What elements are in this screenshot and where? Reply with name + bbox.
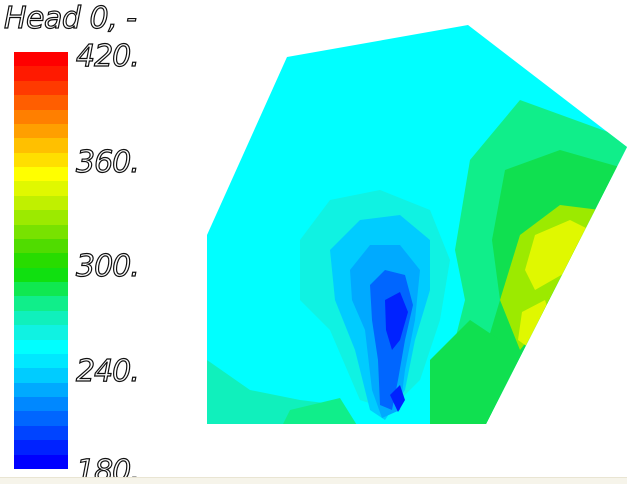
legend-swatch — [14, 368, 68, 383]
legend-swatch — [14, 152, 68, 167]
legend-swatch — [14, 440, 68, 455]
legend-swatch — [14, 109, 68, 124]
legend-swatch — [14, 411, 68, 426]
legend-swatch — [14, 95, 68, 110]
yellow-zone — [525, 220, 590, 290]
legend-swatch — [14, 52, 68, 67]
low-dark-zone — [385, 292, 408, 350]
legend-swatch — [14, 339, 68, 354]
legend-label-360: 360. — [75, 145, 140, 180]
low-dark-zone-south — [390, 385, 405, 412]
legend-swatch — [14, 123, 68, 139]
legend-swatch — [14, 267, 68, 282]
legend-title: Head 0, - — [3, 1, 137, 36]
legend-swatch — [14, 210, 68, 225]
legend-swatch — [14, 353, 68, 369]
legend-label-420: 420. — [75, 39, 140, 74]
legend-swatch — [14, 167, 68, 182]
legend-swatch — [14, 296, 68, 311]
legend-swatch — [14, 325, 68, 340]
legend-swatch — [14, 397, 68, 412]
legend-swatch — [14, 454, 68, 469]
legend-swatch — [14, 282, 68, 297]
footer-strip — [0, 477, 627, 484]
legend-swatch — [14, 195, 68, 211]
legend-color-bar — [14, 52, 68, 469]
legend-swatch — [14, 80, 68, 96]
legend-swatch — [14, 382, 68, 397]
legend-swatch — [14, 66, 68, 81]
legend-label-240: 240. — [75, 354, 140, 389]
legend-swatch — [14, 138, 68, 153]
green-zone-center-south — [430, 320, 500, 424]
legend-swatch — [14, 310, 68, 326]
legend-swatch — [14, 181, 68, 196]
head-contour-field — [207, 25, 627, 424]
legend-swatch — [14, 253, 68, 268]
legend-swatch — [14, 425, 68, 441]
green-zone-south — [280, 398, 360, 424]
legend-swatch — [14, 238, 68, 254]
legend-swatch — [14, 224, 68, 239]
legend-label-300: 300. — [75, 249, 140, 284]
